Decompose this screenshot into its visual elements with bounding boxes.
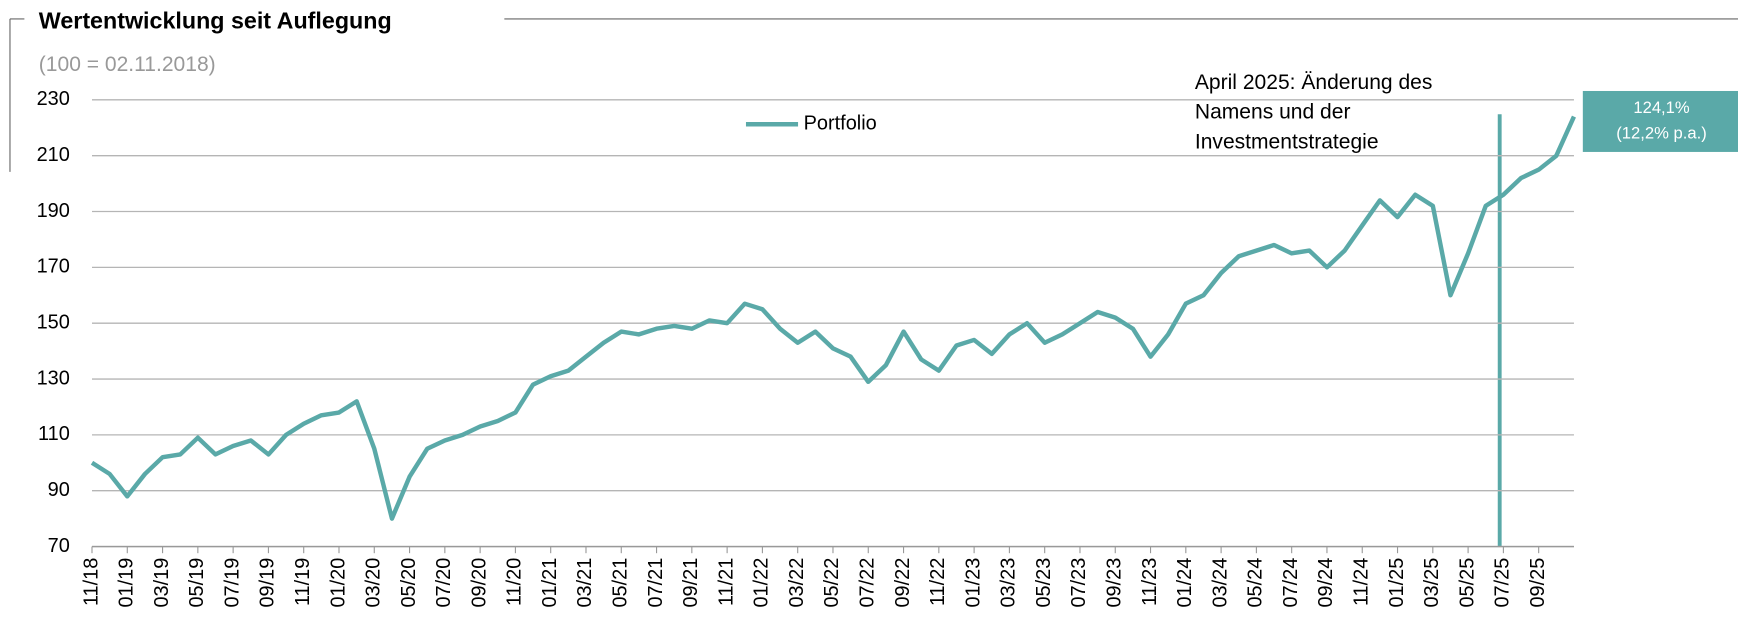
x-tick-label: 03/24 [1209,558,1231,608]
x-tick-label: 05/24 [1245,558,1267,608]
x-tick-label: 09/25 [1527,558,1549,608]
x-tick-label: 09/23 [1104,558,1126,608]
annotation-text: April 2025: Änderung des [1195,71,1433,94]
end-label-box [1582,90,1738,152]
x-tick-label: 09/19 [257,558,279,608]
x-tick-label: 07/23 [1068,558,1090,608]
y-tick-label: 170 [37,256,70,278]
x-tick-label: 03/20 [363,558,385,608]
x-tick-label: 01/22 [751,558,773,608]
x-tick-label: 11/23 [1139,558,1161,606]
x-tick-label: 03/22 [786,558,808,608]
chart-subtitle: (100 = 02.11.2018) [39,53,216,76]
x-tick-label: 11/21 [715,558,737,606]
x-tick-label: 03/21 [574,558,596,608]
x-tick-label: 03/23 [998,558,1020,608]
x-tick-label: 01/23 [962,558,984,608]
x-tick-label: 05/19 [186,558,208,608]
y-tick-label: 90 [48,479,70,501]
x-tick-label: 09/22 [892,558,914,608]
y-tick-label: 110 [38,423,70,445]
x-tick-label: 05/23 [1033,558,1055,608]
x-tick-label: 09/24 [1315,558,1337,608]
x-tick-label: 01/21 [539,558,561,608]
y-tick-label: 190 [37,200,70,222]
x-tick-label: 05/21 [610,558,632,608]
x-tick-label: 01/20 [327,558,349,608]
x-tick-label: 07/20 [433,558,455,608]
x-tick-label: 09/20 [468,558,490,608]
series-line [90,115,1576,521]
x-tick-label: 05/25 [1456,558,1478,608]
x-tick-label: 01/25 [1386,558,1408,608]
x-tick-label: 07/19 [221,558,243,608]
chart-title: Wertentwicklung seit Auflegung [39,7,392,33]
x-tick-label: 07/25 [1492,558,1514,608]
y-tick-label: 130 [37,367,70,389]
x-tick-label: 09/21 [680,558,702,608]
y-tick-label: 70 [48,535,70,557]
x-tick-label: 07/21 [645,558,667,608]
y-tick-label: 210 [37,144,70,166]
x-tick-label: 11/24 [1351,558,1373,606]
x-tick-label: 05/22 [821,558,843,608]
y-tick-label: 230 [37,88,70,110]
x-tick-label: 01/19 [116,558,138,608]
x-tick-label: 11/22 [927,558,949,606]
x-tick-label: 11/19 [292,558,314,606]
x-tick-label: 05/20 [398,558,420,608]
annotation-text: Investmentstrategie [1195,131,1379,154]
annotation-text: Namens und der [1195,101,1351,124]
x-tick-label: 07/24 [1280,558,1302,608]
end-label: 124,1% [1633,98,1690,117]
x-tick-label: 01/24 [1174,558,1196,608]
x-tick-label: 11/18 [80,558,102,606]
end-label: (12,2% p.a.) [1616,124,1706,143]
x-tick-label: 07/22 [857,558,879,608]
y-tick-label: 150 [37,311,70,333]
x-tick-label: 03/19 [151,558,173,608]
legend-label: Portfolio [804,112,877,134]
annotation: April 2025: Änderung des Namens und der In… [1195,71,1502,547]
x-tick-label: 11/20 [504,558,526,606]
x-tick-label: 03/25 [1421,558,1443,608]
